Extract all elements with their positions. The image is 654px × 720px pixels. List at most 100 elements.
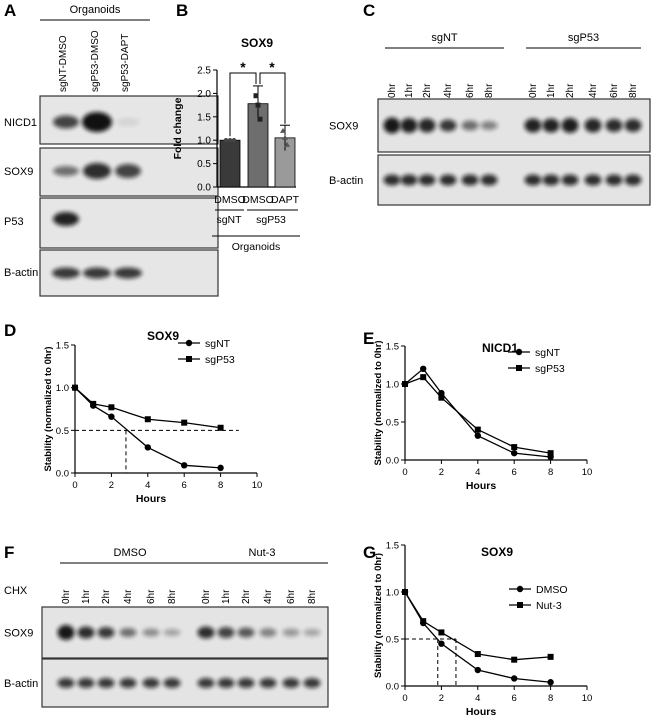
bar [219,139,241,188]
data-point [438,629,445,636]
data-point [511,444,518,451]
timepoint-label: 2hr [101,589,112,604]
blot-band [605,174,623,186]
data-point [255,102,261,108]
timepoint-label: 4hr [588,83,599,98]
blot-band [53,166,79,176]
data-point [181,462,188,469]
significance-star: * [240,59,246,75]
blot-band [52,267,80,279]
data-point [217,424,224,431]
lane-label: sgP53-DMSO [90,30,101,92]
timepoint-label: 4hr [443,83,454,98]
data-point [547,679,554,686]
blot-band [480,121,498,130]
blot-band [439,119,457,132]
timepoint-label: 6hr [465,83,476,98]
significance-bracket [259,72,286,124]
timepoint-label: 8hr [484,83,495,98]
timepoint-label: 1hr [221,589,232,604]
blot-band [259,678,277,688]
timepoint-label: 0hr [528,83,539,98]
panel-g-letter: G [363,543,376,562]
panel-a-lane-labels: sgNT-DMSO sgP53-DMSO sgP53-DAPT [58,30,131,92]
y-tick-label: 2.5 [197,66,211,77]
panel-g-line-chart: SOX9 0.0 0.5 1.0 1.5 0 2 4 6 8 10 Hours Stability (n… [373,541,592,719]
blot-band [97,678,115,688]
group-label: DMSO [114,547,147,559]
data-point [474,426,481,433]
data-point [474,666,481,674]
blot-band [163,678,181,688]
blot-band [524,118,542,133]
treatment-label: CHX [4,585,28,597]
data-point [438,394,445,401]
blot-band [259,628,277,637]
data-point [438,640,445,647]
x-axis-label: Hours [466,480,496,492]
timepoint-label: 8hr [167,589,178,604]
timepoint-label: 6hr [286,589,297,604]
data-point [420,374,427,381]
data-point [474,432,481,439]
blot-band [282,678,300,688]
blot-band [524,174,542,186]
chart-title: NICD1 [482,341,518,355]
data-point [227,138,233,143]
x-tick-label: 0 [402,693,407,704]
x-tick-label: 4 [475,467,480,478]
blot-band [114,267,142,279]
panel-f-letter: F [4,543,14,562]
x-tick-label: 4 [475,693,480,704]
significance-bracket [229,72,257,137]
timepoint-label: 6hr [609,83,620,98]
x-category-label: DMSO [214,194,246,206]
blot-band [97,627,115,638]
y-tick-label: 0.5 [386,635,399,646]
panel-b-bar-chart: SOX9 Fold change 0.0 0.5 1.0 1.5 2.0 2.5 DMSODMS… [172,36,300,253]
data-point [144,416,151,423]
x-tick-label: 4 [145,480,150,491]
panel-e-letter: E [363,329,374,348]
blot-band [115,164,141,178]
data-point [420,365,427,372]
chart-title: SOX9 [481,545,513,559]
legend-marker [185,339,193,347]
blot-band [119,628,137,637]
blot-band [197,626,215,639]
timepoint-label: 0hr [201,589,212,604]
blot-band [82,112,112,132]
y-tick-label: 2.0 [197,89,211,100]
timepoint-label: 4hr [123,589,134,604]
blot-band [439,174,457,186]
blot-band [197,678,215,688]
y-tick-label: 1.5 [386,541,399,552]
y-tick-label: 1.5 [56,341,69,352]
x-tick-label: 10 [582,467,593,478]
legend-marker [186,356,192,362]
series-line [74,387,221,469]
series-line [404,376,551,454]
timepoint-label: 4hr [263,589,274,604]
legend-label: DMSO [536,584,568,596]
blot-band [237,678,255,688]
x-tick-label: 10 [252,480,263,491]
data-point [282,134,288,140]
row-label: SOX9 [329,121,358,133]
timepoint-label: 2hr [565,83,576,98]
panel-e-line-chart: NICD1 0.0 0.5 1.0 1.5 0 2 4 6 8 10 Hours Stability (… [373,340,592,492]
genotype-label: sgP53 [256,214,286,226]
genotype-label: sgNT [216,214,242,226]
series-line [404,591,551,661]
data-point [108,404,115,411]
y-axis-label: Stability (normalized to 0hr) [373,340,384,465]
series-line [404,591,551,683]
x-tick-label: 8 [548,693,553,704]
lane-label: sgNT-DMSO [58,35,69,92]
legend-label: Nut-3 [536,600,562,612]
y-tick-label: 0.5 [56,426,69,437]
blot-band [142,628,160,637]
blot-band [383,117,401,134]
data-point [257,116,263,122]
x-tick-label: 2 [109,480,114,491]
